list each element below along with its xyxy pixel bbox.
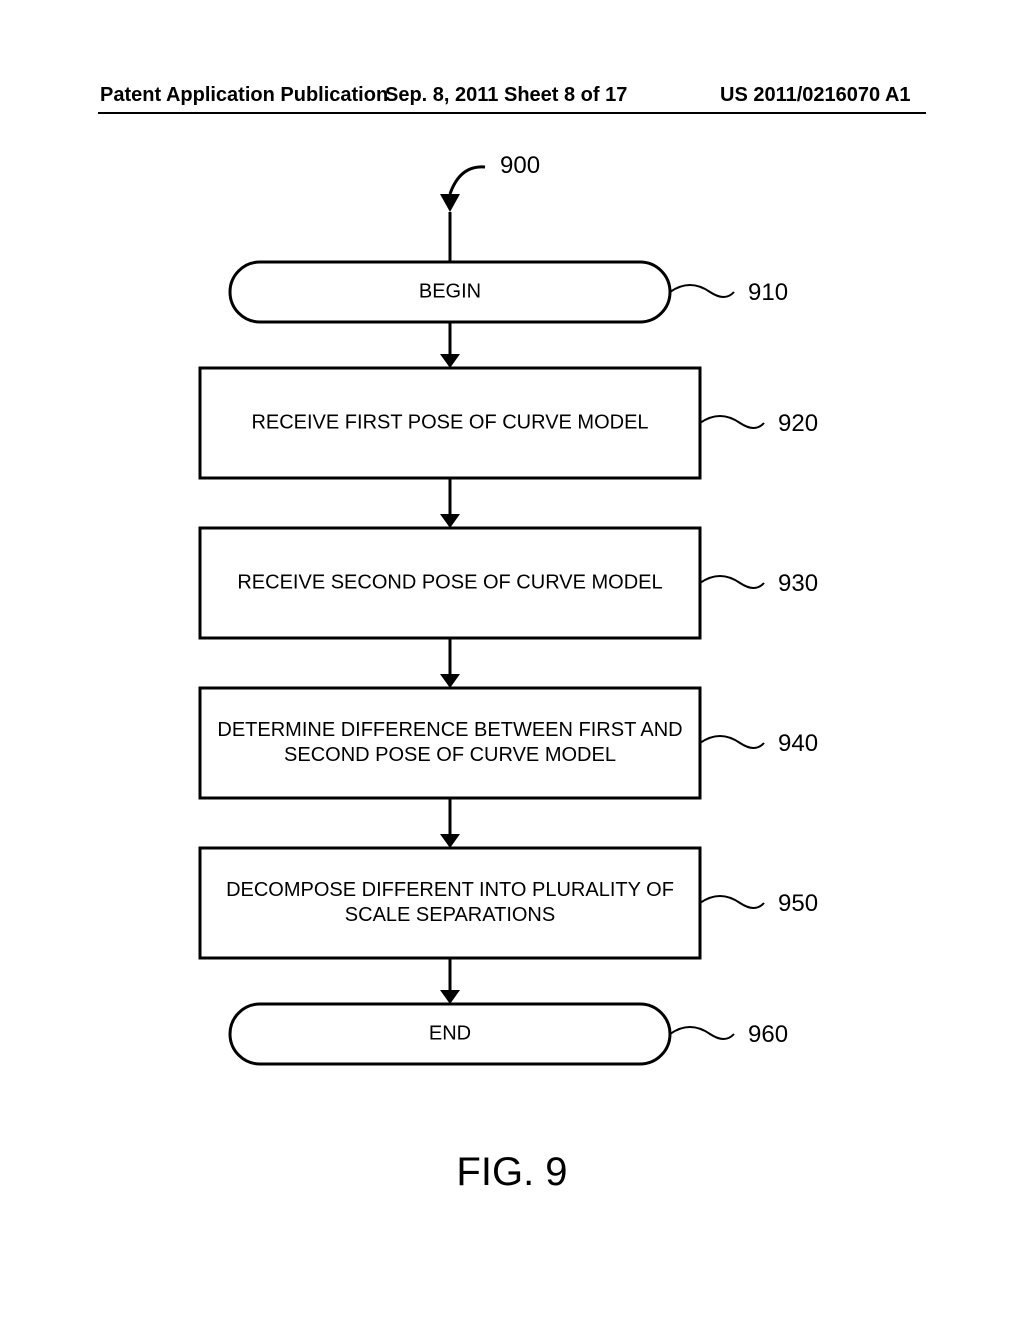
flow-node-ref: 920 xyxy=(778,410,818,437)
page: Patent Application Publication Sep. 8, 2… xyxy=(0,0,1024,1320)
header-rule xyxy=(98,112,926,114)
flow-node-label: RECEIVE SECOND POSE OF CURVE MODEL xyxy=(237,571,662,593)
flow-node-ref: 940 xyxy=(778,730,818,757)
header-left-text: Patent Application Publication xyxy=(100,84,388,107)
flow-node-label: BEGIN xyxy=(419,280,481,302)
flow-node-label: RECEIVE FIRST POSE OF CURVE MODEL xyxy=(251,411,648,433)
flow-ref-number: 900 xyxy=(500,152,540,179)
header-right-text: US 2011/0216070 A1 xyxy=(720,84,911,107)
flow-node-ref: 950 xyxy=(778,890,818,917)
flow-node-label: END xyxy=(429,1022,471,1044)
flow-node-label: DETERMINE DIFFERENCE BETWEEN FIRST AND xyxy=(217,719,682,741)
figure-caption-text: FIG. 9 xyxy=(456,1150,567,1194)
figure-caption: FIG. 9 xyxy=(0,1150,1024,1195)
flow-node-label: SCALE SEPARATIONS xyxy=(345,904,555,926)
flow-node-label: SECOND POSE OF CURVE MODEL xyxy=(284,744,616,766)
flow-node-label: DECOMPOSE DIFFERENT INTO PLURALITY OF xyxy=(226,879,674,901)
flow-node-ref: 960 xyxy=(748,1021,788,1048)
header-center-text: Sep. 8, 2011 Sheet 8 of 17 xyxy=(385,84,627,107)
flow-node-ref: 910 xyxy=(748,279,788,306)
flowchart: 900 BEGIN 910 RECEIVE FIRST POSE OF CURVE M… xyxy=(0,0,1024,1320)
flow-node-ref: 930 xyxy=(778,570,818,597)
